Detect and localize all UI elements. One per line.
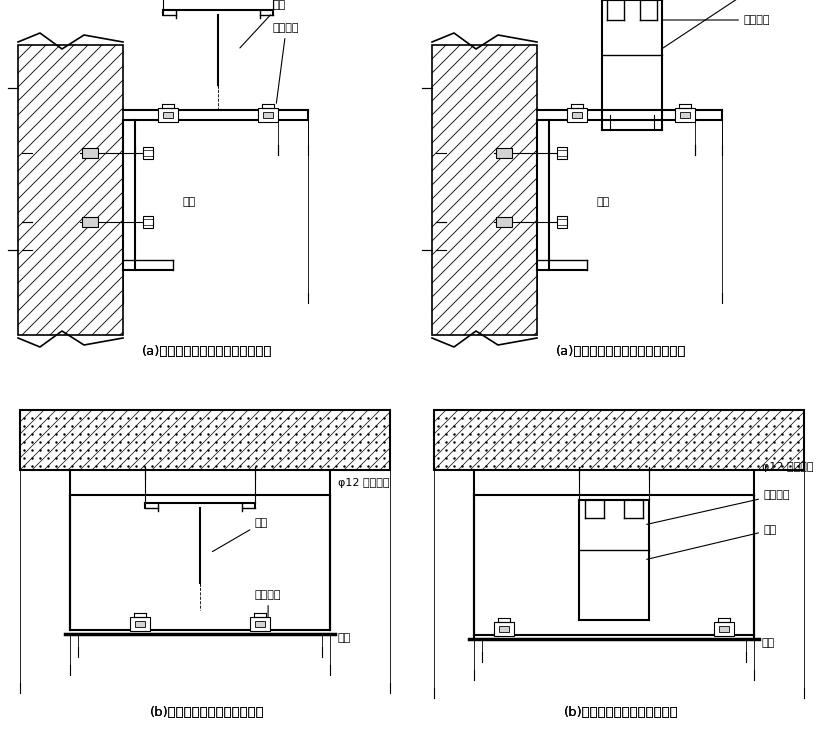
Bar <box>255 620 265 627</box>
Text: φ12 圆钐吸杆: φ12 圆钐吸杆 <box>337 477 389 488</box>
Text: (a)在墙体角钐支架上平、侧卧安装: (a)在墙体角钐支架上平、侧卧安装 <box>141 345 272 358</box>
Bar <box>20 410 390 470</box>
Text: 母线: 母线 <box>646 525 777 559</box>
Bar <box>713 622 733 636</box>
Text: 母线: 母线 <box>662 0 757 48</box>
Bar <box>495 148 511 158</box>
Text: 母线: 母线 <box>240 0 286 48</box>
Bar <box>250 617 270 631</box>
Text: (b)在楼板吸架上平、侧卧安装: (b)在楼板吸架上平、侧卧安装 <box>150 705 264 718</box>
Bar <box>258 108 278 122</box>
Text: 吸架: 吸架 <box>761 638 774 648</box>
Text: 平卧压板: 平卧压板 <box>255 590 281 618</box>
Text: (a)在墙体角钐支架上平、侧卧安装: (a)在墙体角钐支架上平、侧卧安装 <box>555 345 686 358</box>
Bar <box>679 112 689 118</box>
Bar <box>263 112 273 118</box>
Bar <box>130 617 150 631</box>
Text: 支架: 支架 <box>183 198 196 207</box>
Bar <box>718 626 728 632</box>
Text: φ12 圆钐吸杆: φ12 圆钐吸杆 <box>761 463 812 472</box>
Text: 母线: 母线 <box>213 518 268 552</box>
Text: (b)在楼板吸架上平、侧卧安装: (b)在楼板吸架上平、侧卧安装 <box>563 705 677 718</box>
Bar <box>557 216 566 228</box>
Bar <box>674 108 694 122</box>
Text: (b)在楼板吸架上平、侧卧安装: (b)在楼板吸架上平、侧卧安装 <box>563 705 677 718</box>
Bar <box>432 45 537 335</box>
Bar <box>18 45 123 335</box>
Text: (a)在墙体角钐支架上平、侧卧安装: (a)在墙体角钐支架上平、侧卧安装 <box>555 345 686 358</box>
Bar <box>494 622 514 636</box>
Bar <box>82 148 98 158</box>
Bar <box>557 147 566 159</box>
Bar <box>499 626 509 632</box>
Text: 支架: 支架 <box>596 198 609 207</box>
Bar <box>433 410 803 470</box>
Bar <box>143 147 153 159</box>
Text: (b)在楼板吸架上平、侧卧安装: (b)在楼板吸架上平、侧卧安装 <box>150 705 264 718</box>
Text: 侧卧压板: 侧卧压板 <box>646 490 790 524</box>
Bar <box>163 112 173 118</box>
Bar <box>571 112 581 118</box>
Text: 侧卧压板: 侧卧压板 <box>662 15 770 25</box>
Text: 吸架: 吸架 <box>337 633 351 643</box>
Bar <box>495 217 511 227</box>
Bar <box>158 108 178 122</box>
Text: 平卧压板: 平卧压板 <box>273 23 299 103</box>
Bar <box>143 216 153 228</box>
Bar <box>566 108 586 122</box>
Bar <box>135 620 145 627</box>
Text: (a)在墙体角钐支架上平、侧卧安装: (a)在墙体角钐支架上平、侧卧安装 <box>141 345 272 358</box>
Bar <box>82 217 98 227</box>
